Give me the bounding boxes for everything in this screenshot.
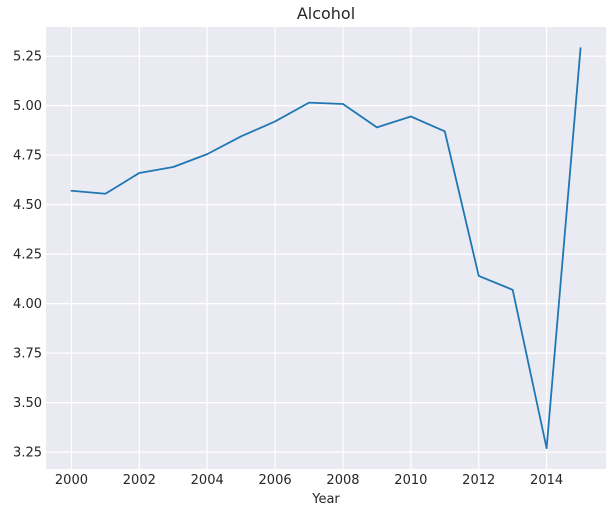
x-tick-label: 2002 [123, 473, 156, 488]
tick-labels: 2000 2002 2004 2006 2008 2010 2012 2014 3.25 3.50… [13, 50, 563, 488]
x-tick-label: 2004 [191, 473, 224, 488]
series-line [70, 47, 582, 450]
grid-lines [46, 27, 606, 469]
y-tick-label: 3.25 [13, 446, 42, 461]
series-layer [70, 47, 582, 450]
x-tick-label: 2008 [326, 473, 359, 488]
y-tick-label: 4.50 [13, 198, 42, 213]
x-tick-label: 2010 [394, 473, 427, 488]
x-axis-label: Year [311, 492, 340, 506]
x-tick-label: 2006 [259, 473, 292, 488]
y-tick-label: 4.25 [13, 248, 42, 263]
y-tick-label: 5.00 [13, 99, 42, 114]
y-tick-label: 4.00 [13, 297, 42, 312]
x-tick-label: 2000 [55, 473, 88, 488]
y-tick-label: 3.75 [13, 347, 42, 362]
y-tick-label: 5.25 [13, 50, 42, 65]
x-tick-label: 2014 [530, 473, 563, 488]
y-tick-label: 3.50 [13, 396, 42, 411]
y-tick-label: 4.75 [13, 149, 42, 164]
x-tick-label: 2012 [462, 473, 495, 488]
chart-title: Alcohol [297, 4, 355, 23]
